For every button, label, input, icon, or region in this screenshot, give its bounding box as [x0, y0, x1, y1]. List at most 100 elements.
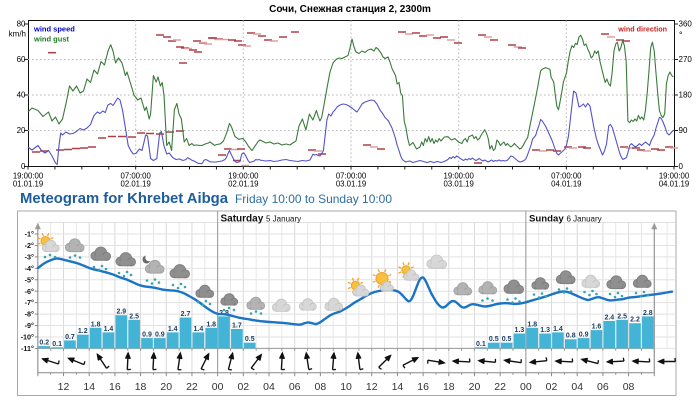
svg-text:07:00:00: 07:00:00	[336, 172, 367, 181]
svg-text:0.1: 0.1	[476, 341, 486, 348]
svg-text:-8°: -8°	[25, 310, 34, 319]
svg-text:0: 0	[679, 162, 684, 171]
svg-text:wind speed: wind speed	[33, 25, 75, 34]
svg-text:0.8: 0.8	[566, 333, 576, 340]
svg-text:19:00:00: 19:00:00	[659, 172, 690, 181]
svg-text:19:00:00: 19:00:00	[443, 172, 474, 181]
svg-text:06: 06	[289, 381, 301, 393]
svg-text:270: 270	[679, 55, 693, 64]
svg-text:km/h: km/h	[9, 30, 26, 39]
svg-text:-7°: -7°	[25, 298, 34, 307]
svg-text:2.5: 2.5	[617, 313, 627, 320]
svg-text:16: 16	[417, 381, 429, 393]
svg-text:1.3: 1.3	[515, 327, 525, 334]
svg-text:14: 14	[392, 381, 404, 393]
svg-text:2.2: 2.2	[630, 317, 640, 324]
svg-text:06: 06	[597, 381, 609, 393]
svg-text:1.7: 1.7	[232, 322, 242, 329]
svg-text:04: 04	[263, 381, 275, 393]
svg-text:0.2: 0.2	[39, 340, 49, 347]
svg-text:0.5: 0.5	[245, 336, 255, 343]
svg-text:02.01.19: 02.01.19	[228, 180, 258, 189]
svg-text:22: 22	[494, 381, 506, 393]
svg-text:20: 20	[160, 381, 172, 393]
svg-text:1.8: 1.8	[91, 321, 101, 328]
svg-text:00: 00	[212, 381, 224, 393]
svg-text:wind direction: wind direction	[617, 25, 667, 34]
svg-text:04: 04	[571, 381, 583, 393]
svg-text:1.3: 1.3	[540, 327, 550, 334]
svg-text:Sunday: Sunday	[529, 214, 564, 225]
svg-text:0.1: 0.1	[52, 341, 62, 348]
svg-text:1.4: 1.4	[104, 326, 114, 333]
svg-text:-4°: -4°	[25, 264, 34, 273]
svg-text:6 January: 6 January	[567, 215, 602, 224]
svg-text:1.8: 1.8	[206, 321, 216, 328]
svg-text:Saturday: Saturday	[221, 214, 264, 225]
svg-text:19:00:00: 19:00:00	[13, 172, 44, 181]
svg-text:0: 0	[21, 162, 26, 171]
svg-text:60: 60	[17, 55, 26, 64]
svg-text:1.8: 1.8	[527, 321, 537, 328]
svg-text:1.4: 1.4	[168, 326, 178, 333]
svg-text:Сочи, Снежная станция 2, 2300m: Сочи, Снежная станция 2, 2300m	[269, 4, 431, 15]
svg-text:12: 12	[58, 381, 70, 393]
svg-text:0.7: 0.7	[65, 334, 75, 341]
svg-text:-9°: -9°	[25, 321, 34, 330]
svg-text:14: 14	[83, 381, 95, 393]
svg-text:02: 02	[237, 381, 249, 393]
svg-text:1.4: 1.4	[193, 326, 203, 333]
svg-text:03.01.19: 03.01.19	[443, 180, 473, 189]
svg-text:0.9: 0.9	[579, 332, 589, 339]
svg-text:04.01.19: 04.01.19	[659, 180, 689, 189]
svg-text:20: 20	[469, 381, 481, 393]
svg-text:1.4: 1.4	[553, 326, 563, 333]
svg-text:1.6: 1.6	[592, 324, 602, 331]
svg-text:°: °	[679, 30, 683, 40]
svg-text:180: 180	[679, 91, 693, 100]
svg-text:04.01.19: 04.01.19	[551, 180, 581, 189]
svg-text:-2°: -2°	[25, 241, 34, 250]
svg-text:-3°: -3°	[25, 252, 34, 261]
svg-text:-1°: -1°	[25, 230, 34, 239]
svg-text:07:00:00: 07:00:00	[120, 172, 151, 181]
svg-text:-10°: -10°	[21, 333, 34, 342]
svg-text:18: 18	[135, 381, 147, 393]
svg-text:08: 08	[315, 381, 327, 393]
svg-text:0.9: 0.9	[142, 332, 152, 339]
svg-text:wind gust: wind gust	[33, 35, 69, 44]
svg-text:20: 20	[17, 126, 26, 135]
svg-text:-6°: -6°	[25, 287, 34, 296]
svg-text:40: 40	[17, 91, 26, 100]
svg-text:01.01.19: 01.01.19	[13, 180, 43, 189]
svg-text:Meteogram for Khrebet Aibga: Meteogram for Khrebet Aibga	[20, 190, 229, 207]
svg-text:08: 08	[623, 381, 635, 393]
svg-text:2.4: 2.4	[604, 314, 614, 321]
svg-text:2.5: 2.5	[129, 313, 139, 320]
svg-text:0.9: 0.9	[155, 332, 165, 339]
svg-text:18: 18	[443, 381, 455, 393]
svg-text:03.01.19: 03.01.19	[336, 180, 366, 189]
svg-text:07:00:00: 07:00:00	[551, 172, 582, 181]
svg-text:19:00:00: 19:00:00	[228, 172, 259, 181]
svg-text:2.8: 2.8	[643, 310, 653, 317]
svg-text:0.5: 0.5	[489, 336, 499, 343]
svg-text:2.9: 2.9	[116, 309, 126, 316]
svg-text:22: 22	[186, 381, 198, 393]
svg-text:5 January: 5 January	[266, 215, 301, 224]
svg-text:360: 360	[679, 20, 693, 29]
svg-text:16: 16	[109, 381, 121, 393]
svg-text:0.5: 0.5	[502, 336, 512, 343]
svg-text:-5°: -5°	[25, 275, 34, 284]
svg-text:80: 80	[17, 20, 26, 29]
svg-text:00: 00	[520, 381, 532, 393]
svg-text:02: 02	[546, 381, 558, 393]
svg-text:02.01.19: 02.01.19	[120, 180, 150, 189]
svg-text:1.2: 1.2	[78, 328, 88, 335]
svg-text:12: 12	[366, 381, 378, 393]
svg-text:Friday 10:00 to Sunday 10:00: Friday 10:00 to Sunday 10:00	[235, 192, 392, 206]
svg-text:2.7: 2.7	[181, 311, 191, 318]
svg-text:10: 10	[340, 381, 352, 393]
svg-text:-11°: -11°	[21, 344, 34, 353]
svg-text:90: 90	[679, 126, 688, 135]
